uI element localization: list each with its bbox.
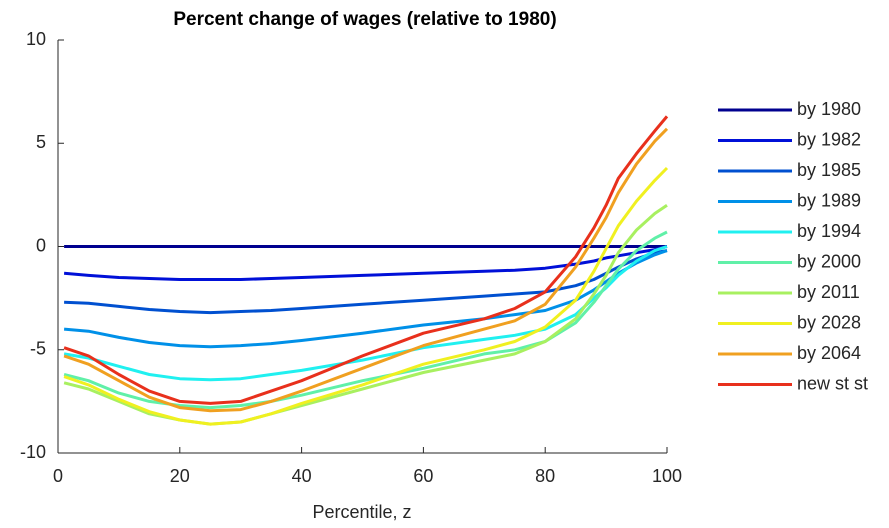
x-tick-label: 60 <box>413 466 433 486</box>
series-line <box>63 245 668 382</box>
y-tick-label: 0 <box>36 235 46 255</box>
legend-label: by 1982 <box>797 129 861 149</box>
y-tick-label: 10 <box>26 29 46 49</box>
legend-label: by 2011 <box>797 282 860 302</box>
legend-label: by 2000 <box>797 251 861 271</box>
chart-title: Percent change of wages (relative to 198… <box>173 9 556 30</box>
series-line <box>63 127 669 413</box>
y-tick-label: 5 <box>36 132 46 152</box>
x-tick-label: 40 <box>292 466 312 486</box>
legend-label: by 1985 <box>797 160 861 180</box>
series-line <box>63 166 669 426</box>
legend-label: by 1989 <box>797 190 861 210</box>
series-line <box>63 245 668 281</box>
x-tick-label: 0 <box>53 466 63 486</box>
series-line <box>63 230 668 410</box>
legend-label: by 2028 <box>797 312 861 332</box>
legend-label: new st st <box>797 373 868 393</box>
x-tick-label: 100 <box>652 466 682 486</box>
legend-label: by 1994 <box>797 221 861 241</box>
x-tick-label: 80 <box>535 466 555 486</box>
y-tick-label: -5 <box>30 339 46 359</box>
legend-label: by 2064 <box>797 343 861 363</box>
series-line <box>64 249 668 315</box>
y-tick-label: -10 <box>20 442 46 462</box>
x-axis-label: Percentile, z <box>312 502 411 522</box>
series-line <box>63 115 669 405</box>
legend-label: by 1980 <box>797 99 861 119</box>
x-tick-label: 20 <box>170 466 190 486</box>
